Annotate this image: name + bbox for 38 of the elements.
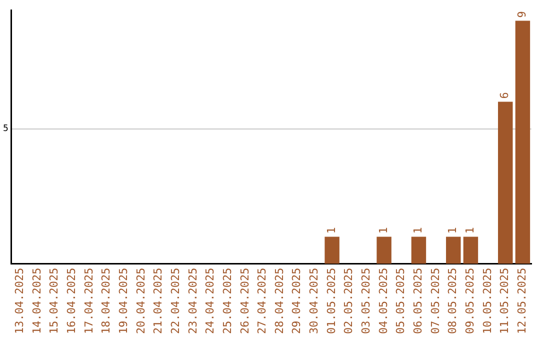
x-tick-label: 18.04.2025 (100, 268, 113, 334)
x-tick-label: 17.04.2025 (82, 268, 96, 334)
x-tick-label: 23.04.2025 (186, 268, 200, 334)
x-tick-label: 05.05.2025 (394, 268, 408, 334)
x-tick-label: 07.05.2025 (428, 268, 442, 334)
x-tick-label: 01.05.2025 (324, 268, 338, 334)
x-tick-label: 16.04.2025 (64, 268, 78, 334)
x-tick-label: 10.05.2025 (480, 268, 494, 334)
x-tick-label: 13.04.2025 (12, 268, 26, 334)
data-label: 1 (324, 227, 338, 234)
data-label: 6 (498, 92, 512, 99)
x-tick-label: 28.04.2025 (272, 268, 286, 334)
x-tick-label: 26.04.2025 (238, 268, 252, 334)
data-label: 9 (516, 11, 529, 18)
x-tick-label: 15.04.2025 (48, 268, 61, 334)
x-tick-label: 25.04.2025 (220, 268, 234, 334)
x-tick-label: 12.05.2025 (516, 268, 529, 334)
x-tick-label: 21.04.2025 (152, 268, 165, 334)
x-tick-label: 29.04.2025 (290, 268, 304, 334)
x-tick-label: 04.05.2025 (376, 268, 390, 334)
x-tick-label: 09.05.2025 (464, 268, 477, 334)
x-tick-label: 08.05.2025 (446, 268, 460, 334)
data-label: 1 (376, 227, 390, 234)
x-tick-label: 02.05.2025 (342, 268, 356, 334)
y-tick-label: 5 (2, 124, 8, 134)
x-tick-label: 11.05.2025 (498, 268, 512, 334)
data-label: 1 (412, 227, 425, 234)
x-tick-label: 19.04.2025 (116, 268, 130, 334)
x-tick-label: 06.05.2025 (412, 268, 425, 334)
data-label: 1 (464, 227, 477, 234)
x-tick-label: 24.04.2025 (204, 268, 217, 334)
x-tick-label: 14.04.2025 (30, 268, 44, 334)
x-tick-label: 22.04.2025 (168, 268, 182, 334)
x-tick-label: 27.04.2025 (256, 268, 269, 334)
x-tick-label: 03.05.2025 (360, 268, 373, 334)
data-label: 1 (446, 227, 460, 234)
x-tick-label: 30.04.2025 (308, 268, 321, 334)
x-tick-label: 20.04.2025 (134, 268, 148, 334)
